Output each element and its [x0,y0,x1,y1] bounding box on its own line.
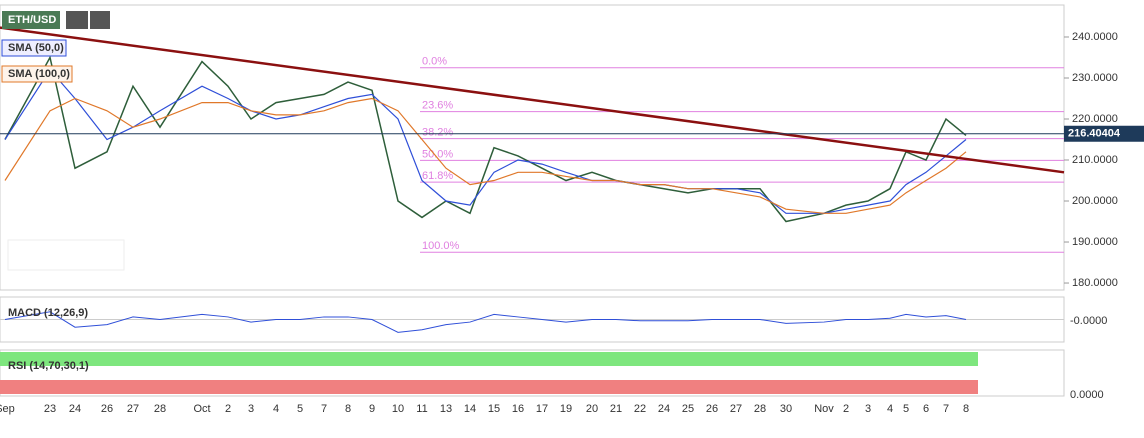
x-tick-label: 26 [101,403,113,415]
x-tick-label: 7 [943,403,949,415]
fib-label: 100.0% [422,240,460,252]
y-tick-label: 210.0000 [1072,154,1118,166]
x-tick-label: 2 [225,403,231,415]
x-tick-label: Nov [814,403,834,415]
y-tick-label: 230.0000 [1072,72,1118,84]
legend-sma100: SMA (100,0) [8,68,70,80]
x-tick-label: 21 [610,403,622,415]
x-tick-label: 5 [297,403,303,415]
blank-box [7,239,125,271]
legend-sma50: SMA (50,0) [8,42,64,54]
legend-sma100-box [1,65,73,83]
x-tick-label: 28 [754,403,766,415]
x-tick-label: 26 [706,403,718,415]
x-tick-label: 3 [865,403,871,415]
fib-label: 23.6% [422,100,453,112]
x-tick-label: 4 [273,403,279,415]
fib-label: 50.0% [422,148,453,160]
x-tick-label: 5 [903,403,909,415]
x-tick-label: Sep [0,403,15,415]
fib-label: 0.0% [422,56,447,68]
x-tick-label: 8 [345,403,351,415]
fib-label: 38.2% [422,127,453,139]
x-tick-label: 4 [887,403,893,415]
macd-label: MACD (12,26,9) [8,307,88,319]
x-tick-label: 27 [730,403,742,415]
series-line [4,55,967,223]
last-price-label: 216.40404 [1068,128,1121,140]
x-tick-label: 30 [780,403,792,415]
refresh-button[interactable] [66,11,88,29]
x-tick-label: 14 [464,403,476,415]
last-price-box [1064,125,1144,142]
x-tick-label: 10 [392,403,404,415]
series-line [4,68,967,214]
x-tick-label: 9 [369,403,375,415]
x-tick-label: 28 [154,403,166,415]
rsi-oversold-band [0,380,978,394]
x-tick-label: 13 [440,403,452,415]
rsi-overbought-band [0,352,978,366]
x-tick-label: Oct [193,403,210,415]
rsi-label: RSI (14,70,30,1) [8,360,89,372]
macd-line [4,311,967,333]
main-pane [0,4,1065,291]
x-tick-label: 22 [634,403,646,415]
x-tick-label: 27 [127,403,139,415]
legend-badge [2,11,60,29]
x-tick-label: 17 [536,403,548,415]
settings-button[interactable] [90,11,110,29]
x-tick-label: 8 [963,403,969,415]
trendline [0,26,1065,174]
legend-symbol: ETH/USD [8,14,56,26]
fib-label: 61.8% [422,170,453,182]
y-tick-label: 190.0000 [1072,236,1118,248]
x-tick-label: 11 [416,403,427,415]
x-tick-label: 20 [586,403,598,415]
rsi-tick-label: 0.0000 [1070,389,1104,401]
y-tick-label: 240.0000 [1072,31,1118,43]
y-tick-label: 180.0000 [1072,277,1118,289]
x-tick-label: 2 [843,403,849,415]
x-tick-label: 16 [512,403,524,415]
y-tick-label: 220.0000 [1072,113,1118,125]
x-tick-label: 24 [658,403,670,415]
macd-tick-label: -0.0000 [1070,315,1107,327]
x-tick-label: 15 [488,403,500,415]
x-tick-label: 19 [560,403,572,415]
x-tick-label: 7 [321,403,327,415]
plot-area: 180.0000190.0000200.0000210.0000220.0000… [0,26,1144,415]
y-tick-label: 200.0000 [1072,195,1118,207]
legend-sma50-box [1,39,67,57]
x-tick-label: 3 [248,403,254,415]
x-tick-label: 25 [682,403,694,415]
x-tick-label: 23 [44,403,56,415]
x-tick-label: 6 [923,403,929,415]
x-tick-label: 24 [69,403,81,415]
series-line [4,97,967,214]
